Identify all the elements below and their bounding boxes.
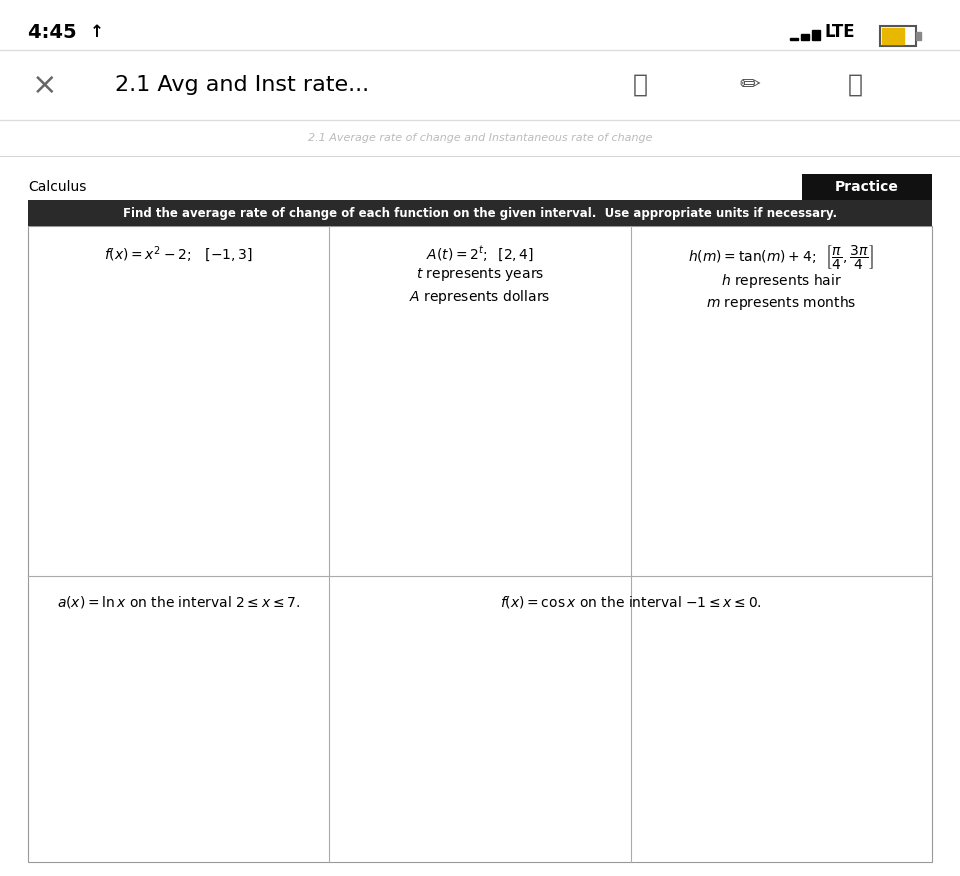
Text: Calculus: Calculus: [28, 180, 86, 194]
Text: ⧉: ⧉: [848, 73, 862, 97]
Text: $h(m) = \tan(m) + 4;\;\; \left[\dfrac{\pi}{4}, \dfrac{3\pi}{4}\right]$: $h(m) = \tan(m) + 4;\;\; \left[\dfrac{\p…: [688, 244, 875, 272]
Text: 4:45: 4:45: [28, 23, 84, 41]
Text: Find the average rate of change of each function on the given interval.  Use app: Find the average rate of change of each …: [123, 207, 837, 220]
Text: $A$ represents dollars: $A$ represents dollars: [409, 288, 551, 306]
Text: ✏: ✏: [739, 73, 760, 97]
Text: ×: ×: [32, 70, 58, 100]
FancyBboxPatch shape: [802, 174, 932, 200]
Text: $f(x) = x^2 - 2;\;\;\; [-1, 3]$: $f(x) = x^2 - 2;\;\;\; [-1, 3]$: [104, 244, 253, 264]
Text: $A(t) = 2^t;\;\; [2, 4]$: $A(t) = 2^t;\;\; [2, 4]$: [426, 244, 534, 263]
Text: Practice: Practice: [835, 180, 899, 194]
Bar: [801, 34, 809, 40]
FancyBboxPatch shape: [880, 26, 916, 46]
Bar: [812, 30, 820, 40]
FancyBboxPatch shape: [28, 200, 932, 226]
Text: $f(x) = \cos x$ on the interval $-1 \leq x \leq 0$.: $f(x) = \cos x$ on the interval $-1 \leq…: [500, 594, 761, 610]
Bar: [916, 32, 921, 40]
Text: $h$ represents hair: $h$ represents hair: [721, 272, 842, 290]
Text: $a(x) = \ln x$ on the interval $2 \leq x \leq 7$.: $a(x) = \ln x$ on the interval $2 \leq x…: [58, 594, 300, 610]
Text: $m$ represents months: $m$ represents months: [707, 294, 856, 312]
Text: 2.1 Average rate of change and Instantaneous rate of change: 2.1 Average rate of change and Instantan…: [308, 133, 652, 143]
Text: ⌕: ⌕: [633, 73, 647, 97]
Bar: [790, 38, 798, 40]
Text: $t$ represents years: $t$ represents years: [416, 266, 544, 283]
Text: 2.1 Avg and Inst rate...: 2.1 Avg and Inst rate...: [115, 75, 370, 95]
Text: LTE: LTE: [825, 23, 855, 41]
Bar: [882, 28, 903, 44]
Text: ↑: ↑: [90, 23, 104, 41]
